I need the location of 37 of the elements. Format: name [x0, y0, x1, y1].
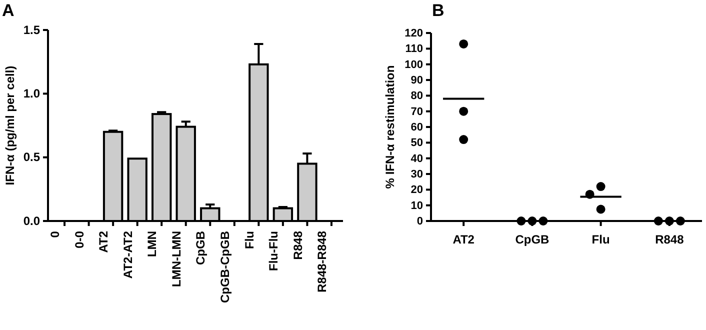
y-tick-label: 120 — [404, 28, 423, 40]
y-tick-label: 0.0 — [23, 214, 40, 228]
x-tick-label: LMN-LMN — [169, 231, 184, 287]
y-tick-label: 90 — [410, 74, 423, 87]
x-tick-label: AT2 — [452, 232, 475, 246]
x-tick-label: Flu — [242, 231, 256, 249]
y-tick-label: 60 — [410, 122, 423, 134]
y-tick-label: 1.5 — [23, 22, 40, 37]
y-axis-title: IFN-α (pg/ml per cell) — [3, 66, 17, 186]
x-tick-label: CpGB-CpGB — [218, 230, 232, 303]
x-tick-label: 0-0 — [72, 230, 86, 248]
y-tick-label: 40 — [410, 152, 423, 165]
x-tick-label: R848-R848 — [315, 230, 330, 292]
y-tick-label: 110 — [405, 43, 423, 56]
y-tick-label: 50 — [410, 137, 423, 150]
x-tick-label: LMN — [145, 231, 160, 257]
x-tick-label: 0 — [48, 230, 62, 238]
x-tick-label: R848 — [655, 232, 684, 246]
chart-title: B — [432, 1, 444, 20]
x-tick-label: AT2 — [96, 230, 111, 253]
y-tick-label: 10 — [410, 200, 423, 212]
y-tick-label: 30 — [410, 168, 423, 181]
x-tick-label: Flu — [592, 232, 610, 246]
x-tick-label: Flu-Flu — [266, 231, 281, 271]
x-tick-label: CpGB — [515, 232, 550, 246]
x-tick-label: R848 — [290, 230, 305, 260]
y-tick-label: 80 — [410, 90, 423, 102]
x-tick-label: CpGB — [194, 230, 208, 265]
y-axis-title: % IFN-α restimulation — [383, 65, 397, 189]
x-tick-label: AT2-AT2 — [120, 230, 135, 279]
y-tick-label: 70 — [410, 106, 423, 118]
y-tick-label: 100 — [404, 58, 423, 71]
y-tick-label: 1.0 — [23, 86, 40, 101]
y-tick-label: 20 — [410, 184, 423, 196]
y-tick-label: 0.5 — [23, 150, 40, 164]
y-tick-label: 0 — [416, 216, 423, 228]
chart-title: A — [2, 1, 14, 20]
